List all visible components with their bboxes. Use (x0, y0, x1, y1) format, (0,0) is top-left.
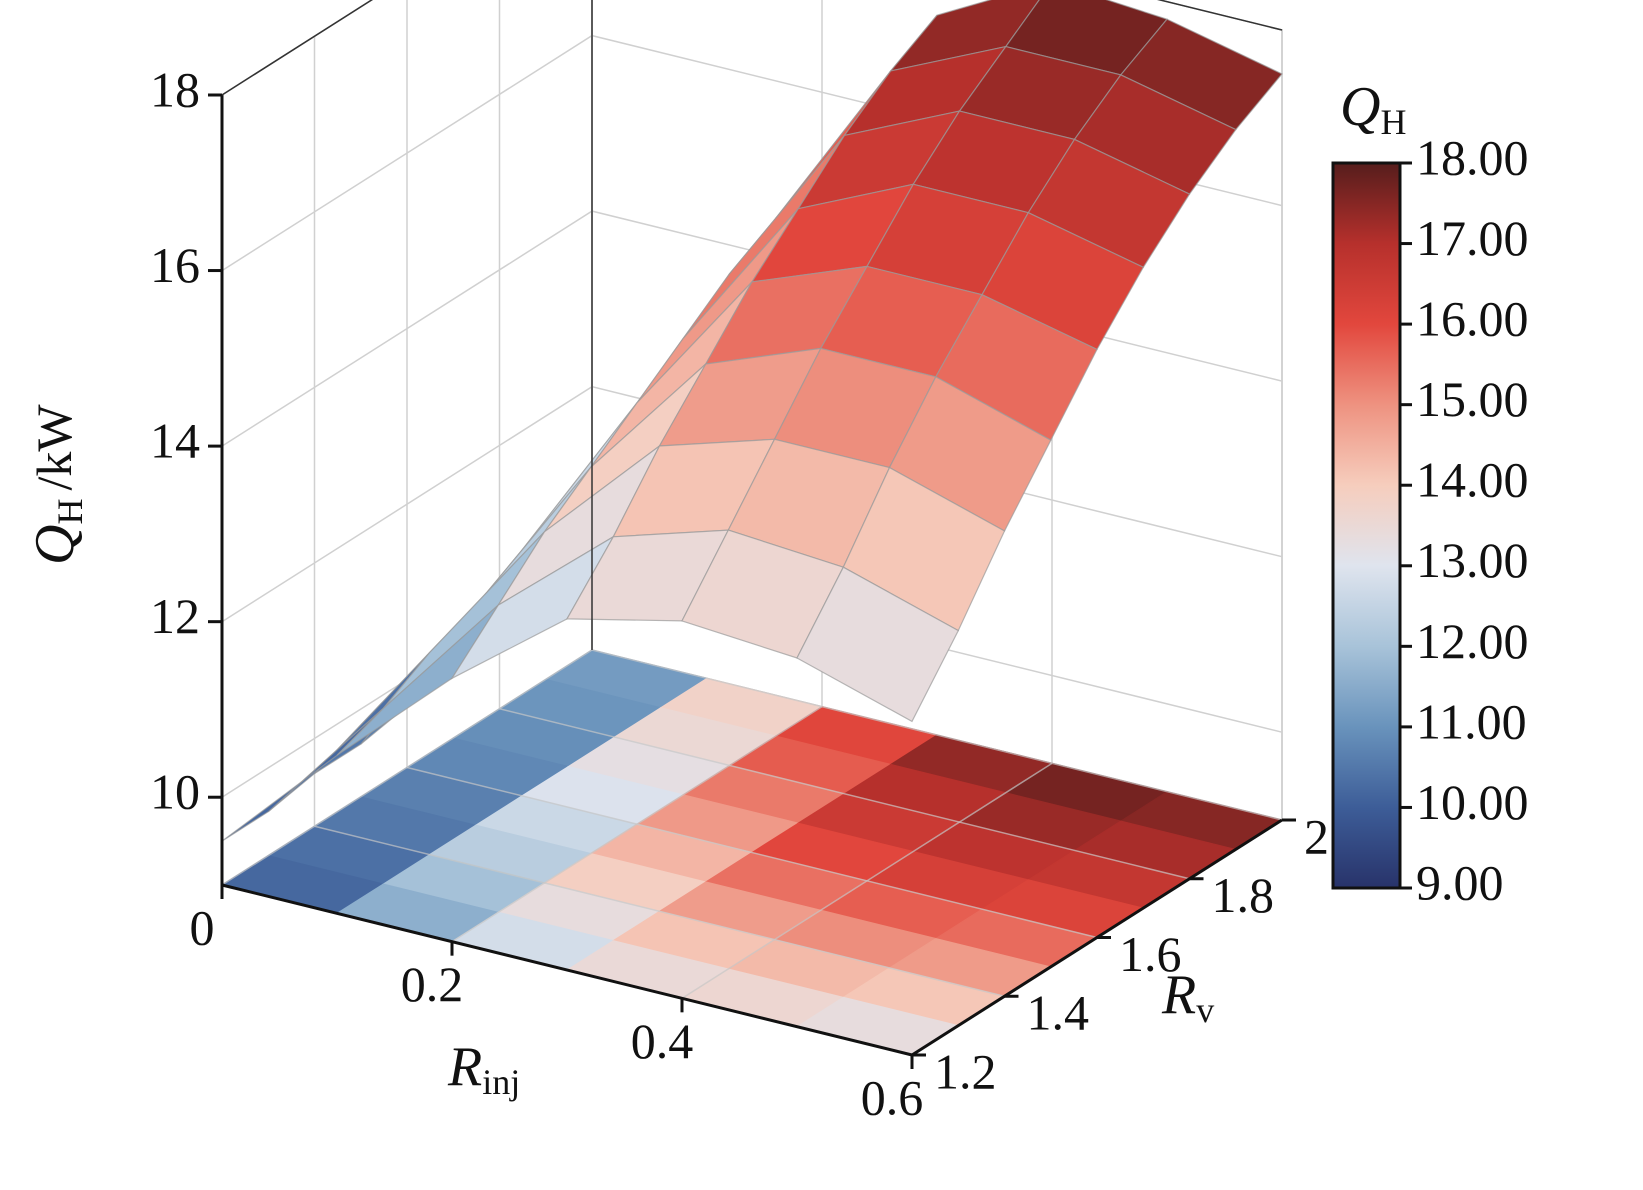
z-axis-label: QH/kW (24, 404, 90, 565)
z-tick-label: 18 (150, 61, 200, 117)
colorbar (1331, 161, 1402, 890)
colorbar-tick-label: 18.00 (1416, 129, 1529, 185)
z-tick-label: 14 (150, 413, 200, 469)
floor-grid-line (591, 649, 1283, 821)
colorbar-title: QH (1340, 76, 1406, 142)
y-tick-label: 1.2 (934, 1043, 997, 1099)
z-axis-label-subscript: H (50, 499, 90, 525)
colorbar-tick-label: 11.00 (1416, 693, 1527, 749)
colorbar-tick-label: 15.00 (1416, 371, 1529, 427)
y-axis-label-symbol: R (1161, 964, 1196, 1026)
y-tick-label: 1.6 (1119, 926, 1182, 982)
z-tick-label: 12 (150, 588, 200, 644)
x-axis-label: Rinj (447, 1036, 520, 1102)
colorbar-title-symbol: Q (1340, 76, 1380, 138)
colorbar-tick-label: 14.00 (1416, 452, 1529, 508)
floor-grid-line (314, 825, 1005, 997)
x-tick-label: 0.2 (401, 956, 464, 1012)
z-tick-label: 10 (150, 764, 200, 820)
floor-grid-line (406, 766, 1098, 939)
colorbar-tick-label: 13.00 (1416, 532, 1529, 588)
colorbar-tick-label: 10.00 (1416, 774, 1529, 830)
x-tick-label: 0.6 (861, 1069, 924, 1125)
colorbar-tick-label: 12.00 (1416, 613, 1529, 669)
z-axis-label-unit: /kW (26, 404, 82, 491)
surface-cell (796, 566, 960, 723)
x-axis-label-subscript: inj (482, 1062, 520, 1102)
floor-grid-line (499, 708, 1190, 880)
x-tick-label: 0.4 (631, 1013, 694, 1069)
colorbar-tick-label: 9.00 (1416, 854, 1504, 910)
z-axis-label-symbol: Q (24, 525, 86, 565)
x-tick-label: 0 (190, 899, 215, 955)
y-axis-label: Rv (1161, 964, 1214, 1030)
x-axis-label-symbol: R (447, 1036, 482, 1098)
colorbar-tick-label: 17.00 (1416, 210, 1529, 266)
y-axis-label-subscript: v (1196, 990, 1214, 1030)
colorbar-tick-label: 16.00 (1416, 291, 1529, 347)
colorbar-title-subscript: H (1380, 102, 1406, 142)
y-tick-label: 1.4 (1027, 985, 1090, 1041)
y-tick-label: 1.8 (1212, 867, 1275, 923)
x-axis (221, 883, 913, 1057)
box-frame (221, 0, 1283, 96)
z-tick-label: 16 (150, 237, 200, 293)
